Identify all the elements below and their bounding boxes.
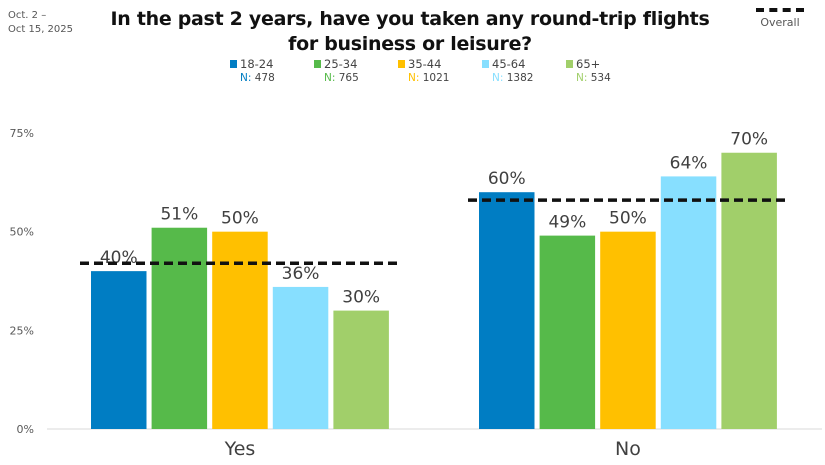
legend-label: 25-34 <box>324 57 358 71</box>
bar-No-65+ <box>721 152 777 429</box>
legend-swatch <box>398 60 405 68</box>
y-tick-label: 50% <box>10 226 34 239</box>
data-label: 50% <box>221 209 259 229</box>
x-tick-label: Yes <box>224 438 256 460</box>
overall-legend: Overall <box>740 8 820 29</box>
legend-item-45-64: 45-64 N: 1382 <box>482 57 544 85</box>
bar-No-18-24 <box>479 192 535 429</box>
bar-No-35-44 <box>600 231 656 429</box>
bar-Yes-25-34 <box>151 227 208 429</box>
legend-item-18-24: 18-24 N: 478 <box>230 57 292 85</box>
chart-title: In the past 2 years, have you taken any … <box>110 8 710 55</box>
bar-Yes-35-44 <box>212 231 268 429</box>
legend-label: 65+ <box>576 57 601 71</box>
legend-n: N: 765 <box>324 72 359 84</box>
legend-label: 45-64 <box>492 57 526 71</box>
data-label: 50% <box>609 209 647 229</box>
data-label: 64% <box>670 153 708 173</box>
data-label: 60% <box>488 169 526 189</box>
bar-Yes-45-64 <box>272 286 329 429</box>
y-tick-label: 75% <box>10 127 34 140</box>
data-label: 51% <box>160 205 198 225</box>
x-tick-label: No <box>615 438 641 460</box>
data-label: 30% <box>342 288 380 308</box>
overall-legend-line <box>756 8 804 12</box>
bar-Yes-65+ <box>333 310 389 429</box>
date-range: Oct. 2 – Oct 15, 2025 <box>8 10 73 35</box>
legend-label: 18-24 <box>240 57 274 71</box>
y-tick-label: 0% <box>17 423 34 436</box>
legend-swatch <box>230 60 237 68</box>
legend: 18-24 N: 478 25-34 N: 765 35-44 N: 1021 45-64 N… <box>230 57 628 85</box>
legend-n: N: 534 <box>576 72 611 84</box>
y-tick-label: 25% <box>10 324 34 337</box>
legend-item-25-34: 25-34 N: 765 <box>314 57 376 85</box>
data-label: 49% <box>548 213 586 233</box>
legend-n: N: 1382 <box>492 72 534 84</box>
legend-label: 35-44 <box>408 57 442 71</box>
legend-n: N: 1021 <box>408 72 450 84</box>
bar-No-25-34 <box>539 235 596 429</box>
data-label: 70% <box>730 130 768 150</box>
bar-No-45-64 <box>660 176 717 429</box>
data-label: 40% <box>100 248 138 268</box>
bar-Yes-18-24 <box>91 271 147 429</box>
legend-n: N: 478 <box>240 72 275 84</box>
legend-item-65+: 65+ N: 534 <box>566 57 628 85</box>
legend-swatch <box>482 60 489 68</box>
legend-swatch <box>566 60 573 68</box>
data-label: 36% <box>282 264 320 284</box>
legend-item-35-44: 35-44 N: 1021 <box>398 57 460 85</box>
legend-swatch <box>314 60 321 68</box>
